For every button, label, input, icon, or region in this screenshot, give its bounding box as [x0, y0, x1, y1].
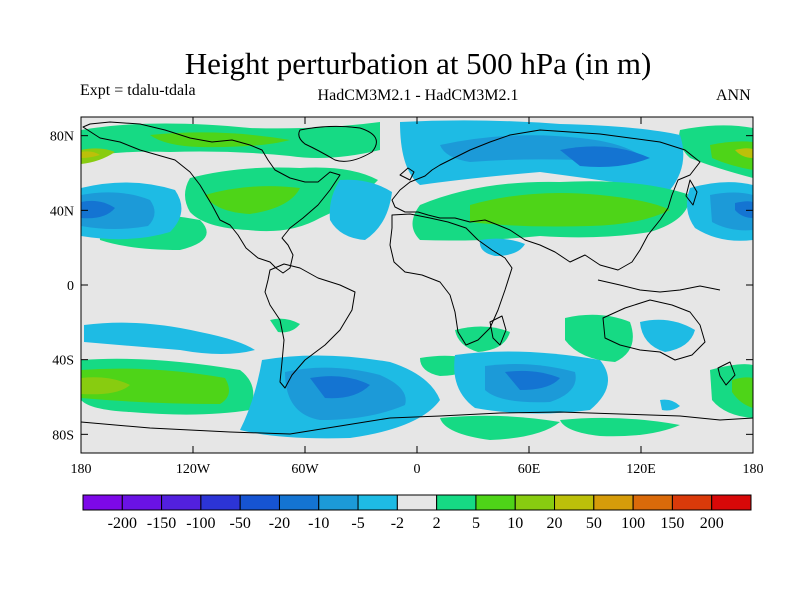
- colorbar-swatch: [514, 494, 556, 511]
- colorbar-label: -150: [147, 515, 176, 532]
- colorbar-label: -20: [269, 515, 290, 532]
- colorbar-swatch: [632, 494, 673, 511]
- colorbar-swatch: [200, 494, 241, 511]
- na-yellowgreen-blob: [205, 186, 300, 214]
- s-atlantic-darkblue: [310, 376, 370, 399]
- x-tick-label: 120W: [176, 462, 211, 477]
- plot-title: Height perturbation at 500 hPa (in m): [184, 46, 652, 81]
- colorbar-label: 2: [433, 515, 441, 532]
- colorbar-swatch: [357, 494, 398, 511]
- w-australia-green: [565, 314, 633, 362]
- coastlines: [81, 121, 753, 435]
- colorbar-label: 50: [586, 515, 602, 532]
- coast-north-america: [82, 121, 341, 274]
- models-label: HadCM3M2.1 - HadCM3M2.1: [317, 87, 519, 104]
- colorbar-swatch: [161, 494, 202, 511]
- coast-antarctica: [81, 411, 753, 435]
- colorbar-label: 200: [700, 515, 724, 532]
- s-pacific-yellow: [81, 377, 130, 395]
- coast-australia: [602, 299, 706, 361]
- colorbar-swatch: [82, 494, 123, 511]
- y-tick-label: 80S: [52, 428, 74, 443]
- tick-labels: 180 120W 60W 0 60E 120E 180 80N 40N 0 40S 80S: [50, 130, 764, 477]
- sa-green-spot: [270, 318, 300, 333]
- colorbar-label: -5: [351, 515, 364, 532]
- y-tick-label: 40S: [52, 354, 74, 369]
- colorbar-label: -50: [230, 515, 251, 532]
- x-tick-label: 180: [743, 462, 764, 477]
- antarctic-green-2: [560, 417, 680, 437]
- colorbar-label: 150: [660, 515, 684, 532]
- season-label: ANN: [716, 87, 751, 104]
- s-pacific-yellowgreen: [81, 368, 229, 404]
- coast-japan: [685, 179, 698, 206]
- ne-orange: [735, 148, 753, 158]
- coast-eurasia: [391, 129, 701, 271]
- colorbar-label: -10: [308, 515, 329, 532]
- colorbar-swatch: [396, 494, 438, 511]
- y-tick-label: 40N: [50, 204, 74, 219]
- coast-new-zealand: [717, 361, 736, 386]
- colorbar-swatch: [554, 494, 595, 511]
- e-pacific-darkblue: [735, 201, 753, 218]
- w-pacific-blue: [81, 192, 155, 229]
- tasman-cyan-spot: [660, 399, 680, 411]
- tick-marks: [80, 117, 754, 453]
- colorbar-label: -2: [391, 515, 404, 532]
- x-tick-label: 60E: [518, 462, 541, 477]
- colorbar-label: -200: [108, 515, 137, 532]
- experiment-label: Expt = tdalu-tdala: [80, 82, 196, 99]
- colorbar-swatch: [318, 494, 359, 511]
- australia-cyan: [640, 319, 695, 352]
- colorbar-swatch: [593, 494, 634, 511]
- siberia-blue: [560, 146, 650, 167]
- coast-south-america: [264, 263, 356, 389]
- y-tick-label: 0: [67, 279, 74, 294]
- indian-ocean-darkblue: [505, 370, 560, 390]
- atlantic-cyan: [329, 179, 392, 240]
- coast-british-isles: [399, 167, 415, 181]
- x-tick-label: 0: [414, 462, 421, 477]
- coast-greenland: [298, 125, 377, 162]
- colorbar-swatch: [278, 494, 320, 511]
- antarctic-green-1: [440, 415, 560, 440]
- colorbar-label: -100: [186, 515, 215, 532]
- colorbar-label: 10: [507, 515, 523, 532]
- nh-edge-orange: [81, 151, 100, 158]
- coast-africa: [389, 213, 513, 346]
- colorbar: -200 -150 -100 -50 -20 -10 -5 -2 2 5 10 20 50 100 150 2…: [82, 494, 752, 532]
- w-pacific-darkblue: [81, 200, 115, 219]
- colorbar-swatch: [121, 494, 163, 511]
- colorbar-swatch: [475, 494, 516, 511]
- x-tick-label: 180: [71, 462, 92, 477]
- colorbar-swatch: [711, 494, 752, 511]
- y-tick-label: 80N: [50, 130, 74, 145]
- colorbar-label: 5: [472, 515, 480, 532]
- colorbar-label: 20: [547, 515, 563, 532]
- arabia-cyan: [479, 238, 525, 256]
- x-tick-label: 120E: [626, 462, 656, 477]
- colorbar-swatch: [239, 494, 280, 511]
- asia-yellowgreen-band: [470, 192, 670, 227]
- coast-madagascar: [489, 315, 507, 346]
- coast-maritime: [597, 279, 721, 293]
- madagascar-green: [455, 326, 510, 352]
- colorbar-label: 100: [621, 515, 645, 532]
- se-pacific-yellowgreen: [732, 377, 753, 408]
- colorbar-swatch: [436, 494, 477, 511]
- s-pacific-cyan-band: [84, 322, 255, 354]
- x-tick-label: 60W: [291, 462, 319, 477]
- colorbar-swatch: [671, 494, 713, 511]
